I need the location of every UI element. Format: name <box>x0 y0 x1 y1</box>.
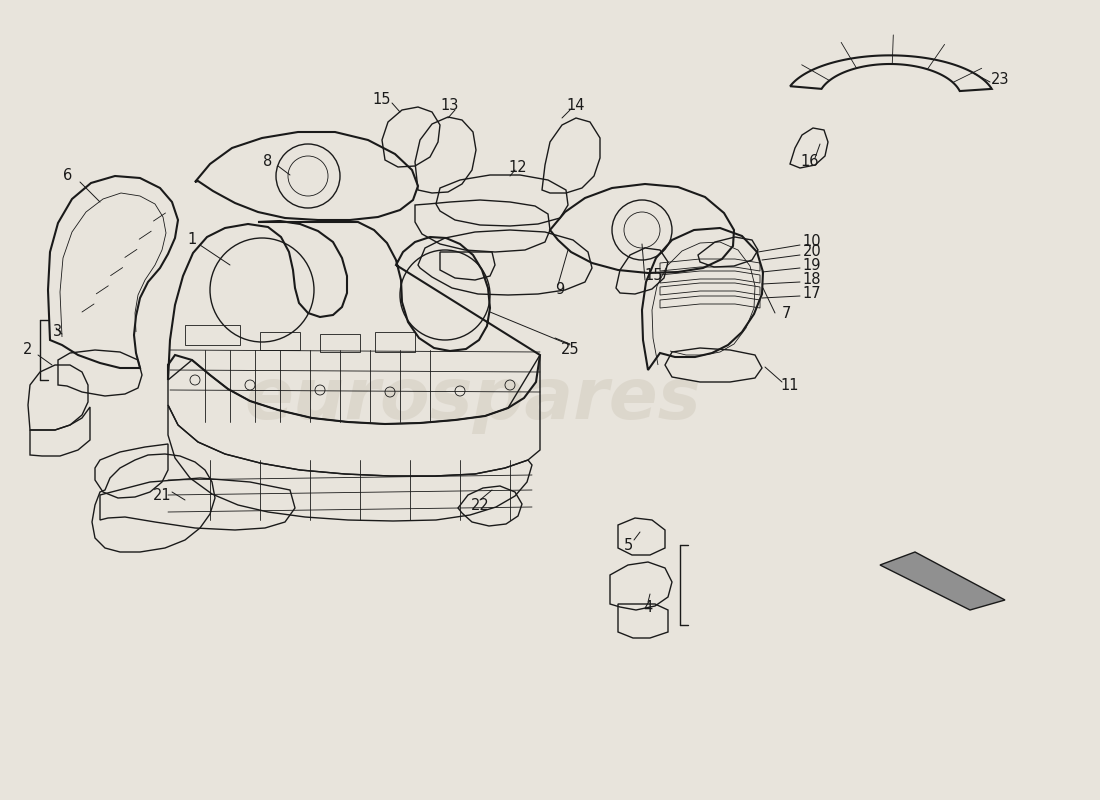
Text: 17: 17 <box>803 286 822 302</box>
Text: 25: 25 <box>561 342 580 358</box>
Text: 22: 22 <box>471 498 490 513</box>
Text: 8: 8 <box>263 154 273 170</box>
Text: 14: 14 <box>566 98 585 114</box>
Text: eurospares: eurospares <box>244 366 702 434</box>
Text: 9: 9 <box>556 282 564 298</box>
Text: 18: 18 <box>803 273 822 287</box>
Text: 21: 21 <box>153 487 172 502</box>
Text: 10: 10 <box>803 234 822 250</box>
Text: 4: 4 <box>644 601 652 615</box>
Text: 6: 6 <box>64 169 73 183</box>
Text: 3: 3 <box>54 325 63 339</box>
Text: 7: 7 <box>781 306 791 321</box>
Text: 15: 15 <box>645 267 663 282</box>
Text: 5: 5 <box>624 538 632 553</box>
Text: 13: 13 <box>441 98 459 114</box>
Text: 1: 1 <box>187 233 197 247</box>
Text: 23: 23 <box>991 73 1010 87</box>
Text: 16: 16 <box>801 154 820 170</box>
Text: 20: 20 <box>803 245 822 259</box>
Text: 12: 12 <box>508 159 527 174</box>
Text: 11: 11 <box>781 378 800 393</box>
Polygon shape <box>880 552 1005 610</box>
Text: 19: 19 <box>803 258 822 274</box>
Text: 2: 2 <box>23 342 33 358</box>
Text: 15: 15 <box>373 93 392 107</box>
